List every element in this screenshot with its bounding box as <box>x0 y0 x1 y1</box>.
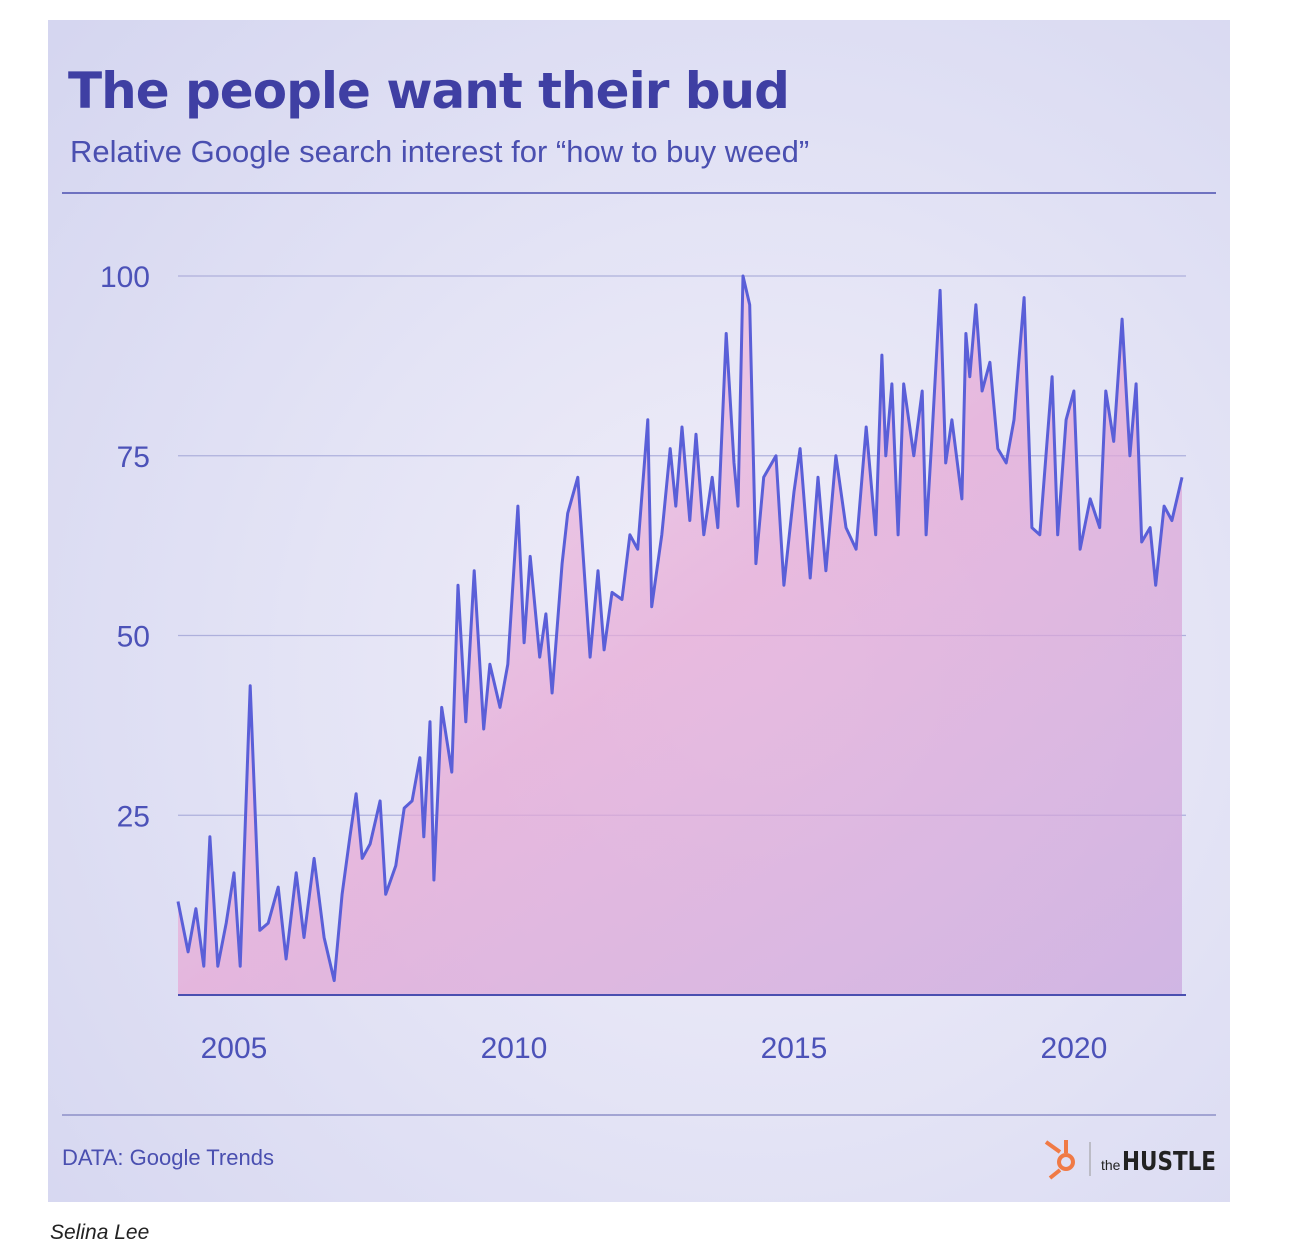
chart-subtitle: Relative Google search interest for “how… <box>70 134 809 169</box>
y-tick-label: 25 <box>117 800 150 833</box>
byline: Selina Lee <box>50 1221 149 1244</box>
logo-name: HUSTLE <box>1122 1147 1216 1177</box>
source-note: DATA: Google Trends <box>62 1145 274 1170</box>
series-line <box>176 274 1184 983</box>
x-tick-label: 2010 <box>481 1032 548 1065</box>
logo-icon <box>1048 1168 1062 1180</box>
logo-prefix: the <box>1101 1157 1121 1173</box>
brand-logo: the HUSTLE <box>1044 1140 1216 1180</box>
logo-icon <box>1044 1140 1062 1154</box>
x-tick-label: 2020 <box>1041 1032 1108 1065</box>
y-tick-label: 100 <box>100 261 150 294</box>
logo-icon <box>1057 1153 1075 1171</box>
y-tick-label: 75 <box>117 441 150 474</box>
chart-title: The people want their bud <box>68 62 789 120</box>
y-tick-label: 50 <box>117 621 150 654</box>
x-tick-label: 2015 <box>761 1032 828 1065</box>
x-tick-label: 2005 <box>201 1032 268 1065</box>
